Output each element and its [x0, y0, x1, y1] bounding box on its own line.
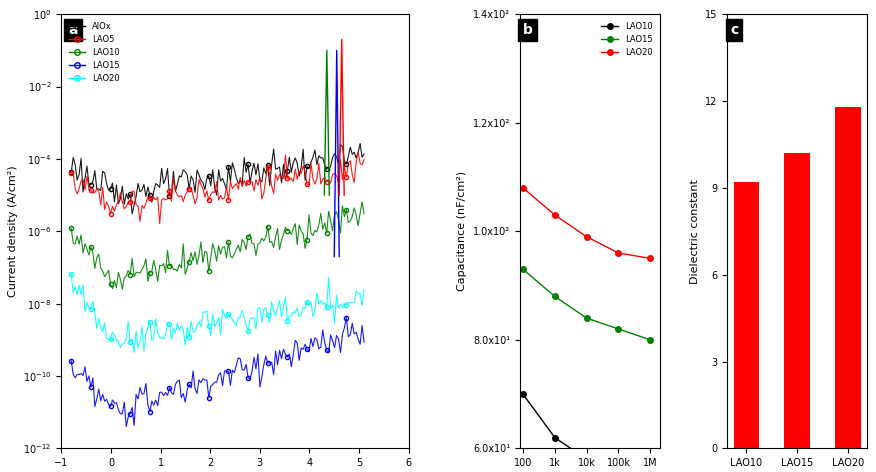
LAO15	[582, 315, 592, 321]
Line: LAO15: LAO15	[520, 267, 653, 343]
Line: LAO10: LAO10	[520, 391, 653, 472]
LAO20	[645, 255, 655, 261]
LAO15	[645, 337, 655, 343]
LAO15	[518, 266, 528, 272]
LAO10	[582, 456, 592, 462]
Text: a: a	[68, 23, 78, 37]
Text: c: c	[730, 23, 738, 37]
Bar	[733, 182, 759, 448]
Text: b: b	[523, 23, 533, 37]
LAO10	[518, 391, 528, 397]
LAO20	[582, 234, 592, 239]
Y-axis label: Capacitance (nF/cm²): Capacitance (nF/cm²)	[457, 171, 467, 291]
LAO20	[549, 212, 560, 218]
LAO15	[549, 294, 560, 299]
Legend: LAO10, LAO15, LAO20: LAO10, LAO15, LAO20	[598, 18, 656, 60]
Bar	[836, 107, 861, 448]
Y-axis label: Dielectric constant: Dielectric constant	[689, 179, 700, 284]
Bar	[785, 153, 810, 448]
LAO15	[613, 326, 624, 332]
LAO20	[518, 185, 528, 191]
LAO20	[613, 250, 624, 256]
Line: LAO20: LAO20	[520, 185, 653, 261]
LAO10	[549, 435, 560, 440]
Y-axis label: Current density (A/cm²): Current density (A/cm²)	[8, 166, 18, 297]
Legend: AlOx, LAO5, LAO10, LAO15, LAO20: AlOx, LAO5, LAO10, LAO15, LAO20	[66, 18, 124, 87]
